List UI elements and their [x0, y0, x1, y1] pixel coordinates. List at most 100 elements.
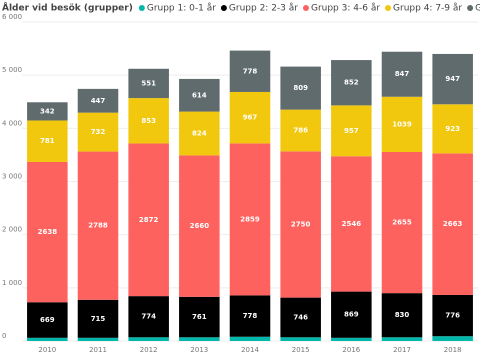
data-label: 830	[395, 311, 410, 319]
y-tick-label: 4 000	[2, 119, 22, 127]
bar-segment	[77, 88, 119, 113]
bar-segment	[179, 337, 220, 341]
x-tick-label: 2018	[444, 346, 462, 354]
data-label: 2660	[190, 222, 210, 230]
bar-segment	[280, 109, 321, 152]
data-label: 2546	[342, 220, 362, 228]
data-label: 669	[40, 316, 55, 324]
bar-segment	[280, 66, 321, 110]
data-label: 847	[395, 70, 410, 78]
bar-segment	[179, 155, 220, 297]
data-label: 809	[293, 84, 308, 92]
legend-label: Grupp 2: 2-3 år	[229, 3, 298, 14]
bar-segment	[229, 143, 271, 296]
bar-segment	[77, 151, 119, 300]
legend-label: Grupp 4: 7-9 år	[393, 3, 462, 14]
x-tick-label: 2017	[393, 346, 411, 354]
x-tick-label: 2014	[241, 346, 259, 354]
y-tick-label: 0	[2, 332, 6, 340]
bar-segment	[128, 98, 169, 144]
bar-segment	[77, 112, 119, 152]
bar-segment	[331, 105, 372, 157]
bar-segment	[331, 291, 372, 338]
bar-segment	[128, 143, 169, 297]
bar-segment	[331, 337, 372, 341]
bar-segment	[179, 111, 220, 156]
bar-segment	[27, 337, 68, 341]
x-tick-label: 2012	[140, 346, 158, 354]
data-label: 2655	[392, 219, 412, 227]
data-label: 614	[192, 91, 207, 99]
data-label: 746	[293, 313, 308, 321]
bar-segment	[381, 337, 423, 341]
x-tick-label: 2013	[190, 346, 208, 354]
data-label: 715	[91, 315, 106, 323]
data-label: 761	[192, 313, 207, 321]
data-label: 732	[91, 128, 106, 136]
legend-title: Ålder vid besök (grupper)	[2, 3, 133, 14]
data-label: 967	[243, 114, 258, 122]
bar-segment	[432, 153, 473, 295]
legend-marker	[138, 5, 145, 11]
bar-segment	[27, 120, 68, 162]
legend-marker	[467, 5, 474, 11]
bar-segment	[27, 302, 68, 338]
bar-segment	[331, 60, 372, 106]
data-label: 2859	[240, 215, 260, 223]
legend-label: Grupp 5: 10-18	[475, 4, 480, 14]
y-tick-label: 5 000	[2, 66, 22, 74]
bar-segment	[77, 299, 119, 338]
x-tick-label: 2010	[38, 346, 56, 354]
legend-marker	[302, 5, 309, 11]
data-label: 551	[141, 79, 156, 87]
data-label: 2750	[291, 221, 311, 229]
data-label: 824	[192, 129, 207, 137]
bar-segment	[432, 104, 473, 154]
bar-segment	[381, 96, 423, 152]
data-label: 786	[293, 127, 308, 135]
data-label: 447	[91, 97, 106, 105]
data-label: 947	[445, 75, 460, 83]
legend-marker	[385, 5, 392, 11]
bar-segment	[280, 151, 321, 298]
bar-segment	[179, 296, 220, 338]
legend-label: Grupp 3: 4-6 år	[311, 3, 380, 14]
bar-segment	[27, 102, 68, 121]
bar-segment	[432, 336, 473, 341]
bar-segment	[280, 297, 321, 338]
data-label: 923	[445, 125, 460, 133]
data-label: 2872	[139, 216, 159, 224]
bar-segment	[229, 91, 271, 144]
legend-marker	[220, 5, 227, 11]
bar-segment	[381, 151, 423, 294]
data-label: 776	[445, 312, 460, 320]
y-tick-label: 1 000	[2, 279, 22, 287]
x-tick-label: 2016	[342, 346, 360, 354]
bar-segment	[229, 295, 271, 337]
bar-segment	[381, 51, 423, 97]
bar-segment	[179, 78, 220, 112]
y-tick-label: 6 000	[2, 13, 22, 21]
bar-segment	[331, 156, 372, 292]
bar-segment	[128, 337, 169, 341]
legend-label: Grupp 1: 0-1 år	[147, 3, 216, 14]
x-tick-label: 2011	[89, 346, 107, 354]
data-label: 781	[40, 137, 55, 145]
data-label: 957	[344, 127, 359, 135]
bar-segment	[128, 68, 169, 99]
bar-segment	[27, 161, 68, 303]
data-label: 342	[40, 107, 55, 115]
bar-segment	[381, 293, 423, 338]
data-label: 778	[243, 312, 258, 320]
data-label: 853	[141, 117, 156, 125]
data-label: 869	[344, 311, 359, 319]
bar-segment	[229, 336, 271, 341]
data-label: 778	[243, 67, 258, 75]
bar-segment	[280, 337, 321, 341]
data-label: 774	[141, 313, 156, 321]
data-label: 852	[344, 79, 359, 87]
bar-segment	[229, 50, 271, 92]
data-label: 2663	[443, 220, 463, 228]
data-label: 2638	[38, 228, 58, 236]
